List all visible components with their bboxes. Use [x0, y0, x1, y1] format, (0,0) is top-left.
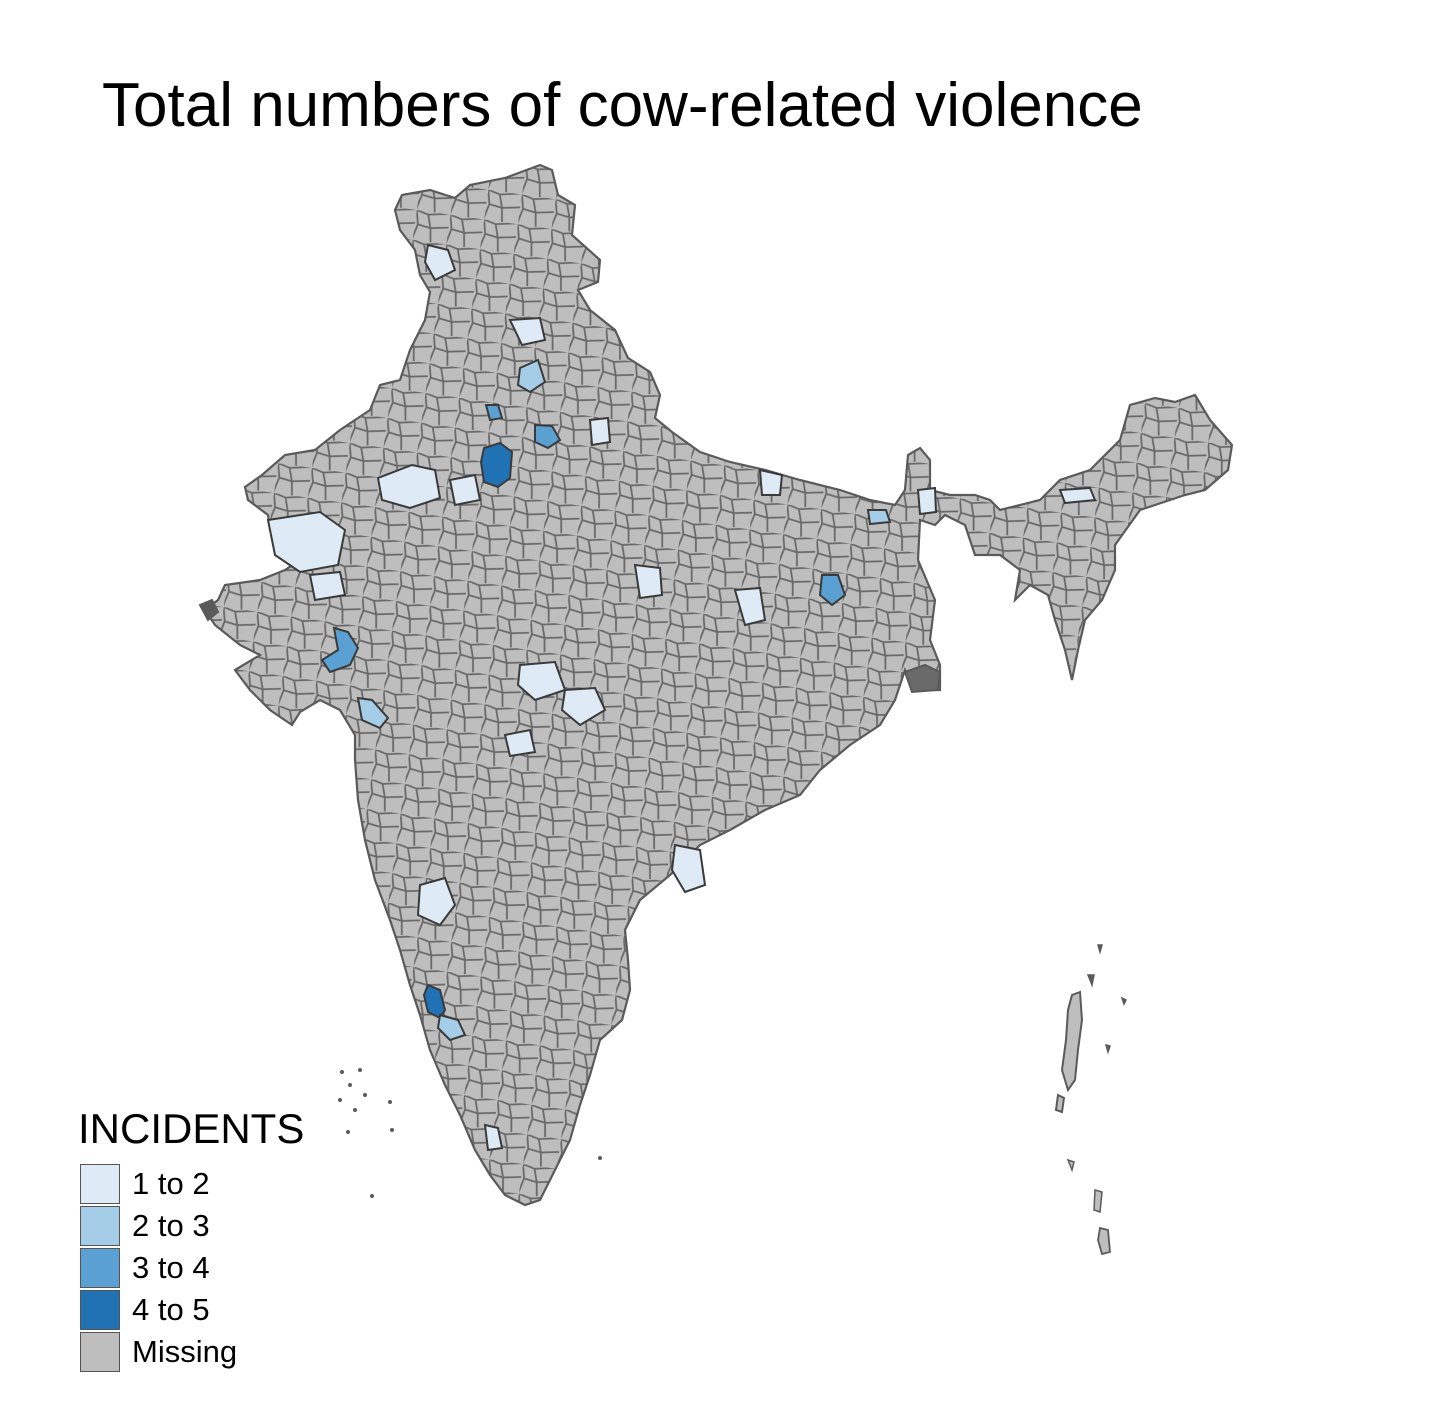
district-gujarat-east	[320, 626, 360, 674]
district-himachal	[423, 243, 457, 282]
district-mp-east	[560, 686, 607, 727]
district-uttarakhand	[508, 316, 547, 347]
district-maharashtra-central	[503, 728, 537, 758]
legend-label: 1 to 2	[132, 1166, 210, 1201]
legend-item-missing: Missing	[78, 1331, 304, 1373]
district-west-bengal-north	[916, 486, 938, 516]
district-karnataka-south	[436, 1013, 467, 1042]
legend-item-3-to-4: 3 to 4	[78, 1247, 304, 1289]
legend-item-4-to-5: 4 to 5	[78, 1289, 304, 1331]
district-bihar-north	[866, 509, 892, 526]
district-jharkhand-west	[733, 586, 767, 627]
legend-item-2-to-3: 2 to 3	[78, 1205, 304, 1247]
legend-swatch	[80, 1206, 120, 1246]
district-up-west	[534, 423, 562, 450]
legend-items: 1 to 2 2 to 3 3 to 4 4 to 5 Missing	[78, 1163, 304, 1373]
district-andhra-coast	[670, 843, 707, 894]
mainland-group	[198, 163, 1234, 1207]
legend-label: 3 to 4	[132, 1250, 210, 1285]
district-punjab-south	[516, 358, 547, 394]
legend-title: INCIDENTS	[78, 1105, 305, 1152]
legend-item-1-to-2: 1 to 2	[78, 1163, 304, 1205]
district-up-central	[588, 416, 612, 447]
legend-label: Missing	[132, 1334, 238, 1369]
district-gujarat-north	[308, 570, 347, 602]
district-rajasthan-central	[448, 473, 482, 507]
district-rajasthan-north	[376, 463, 442, 510]
district-chhattisgarh	[633, 563, 664, 600]
district-maharashtra-coast	[356, 696, 390, 730]
district-jharkhand	[818, 574, 847, 607]
legend: INCIDENTS 1 to 2 2 to 3 3 to 4 4 to 5 Mi…	[78, 1105, 304, 1373]
sundarbans-blob	[903, 663, 942, 694]
district-grid-overlay	[205, 165, 1232, 1205]
district-bihar-south	[758, 468, 784, 496]
district-rajasthan-west	[266, 510, 347, 574]
andaman-nicobar-islands	[1054, 944, 1128, 1256]
district-kerala	[483, 1123, 504, 1152]
legend-label: 4 to 5	[132, 1292, 210, 1327]
legend-label: 2 to 3	[132, 1208, 210, 1243]
colored-districts	[266, 243, 1097, 1152]
lakshadweep-islands	[338, 1068, 602, 1198]
district-mp-central	[516, 660, 567, 702]
district-haryana-north	[484, 404, 504, 422]
map-title: Total numbers of cow-related violence	[102, 71, 1143, 140]
legend-swatch	[80, 1164, 120, 1204]
legend-swatch	[80, 1290, 120, 1330]
legend-swatch	[80, 1248, 120, 1288]
district-haryana-central	[479, 441, 514, 489]
kutch-blob	[198, 598, 220, 622]
district-karnataka-north	[416, 876, 457, 927]
legend-swatch	[80, 1332, 120, 1372]
district-assam	[1058, 486, 1097, 505]
